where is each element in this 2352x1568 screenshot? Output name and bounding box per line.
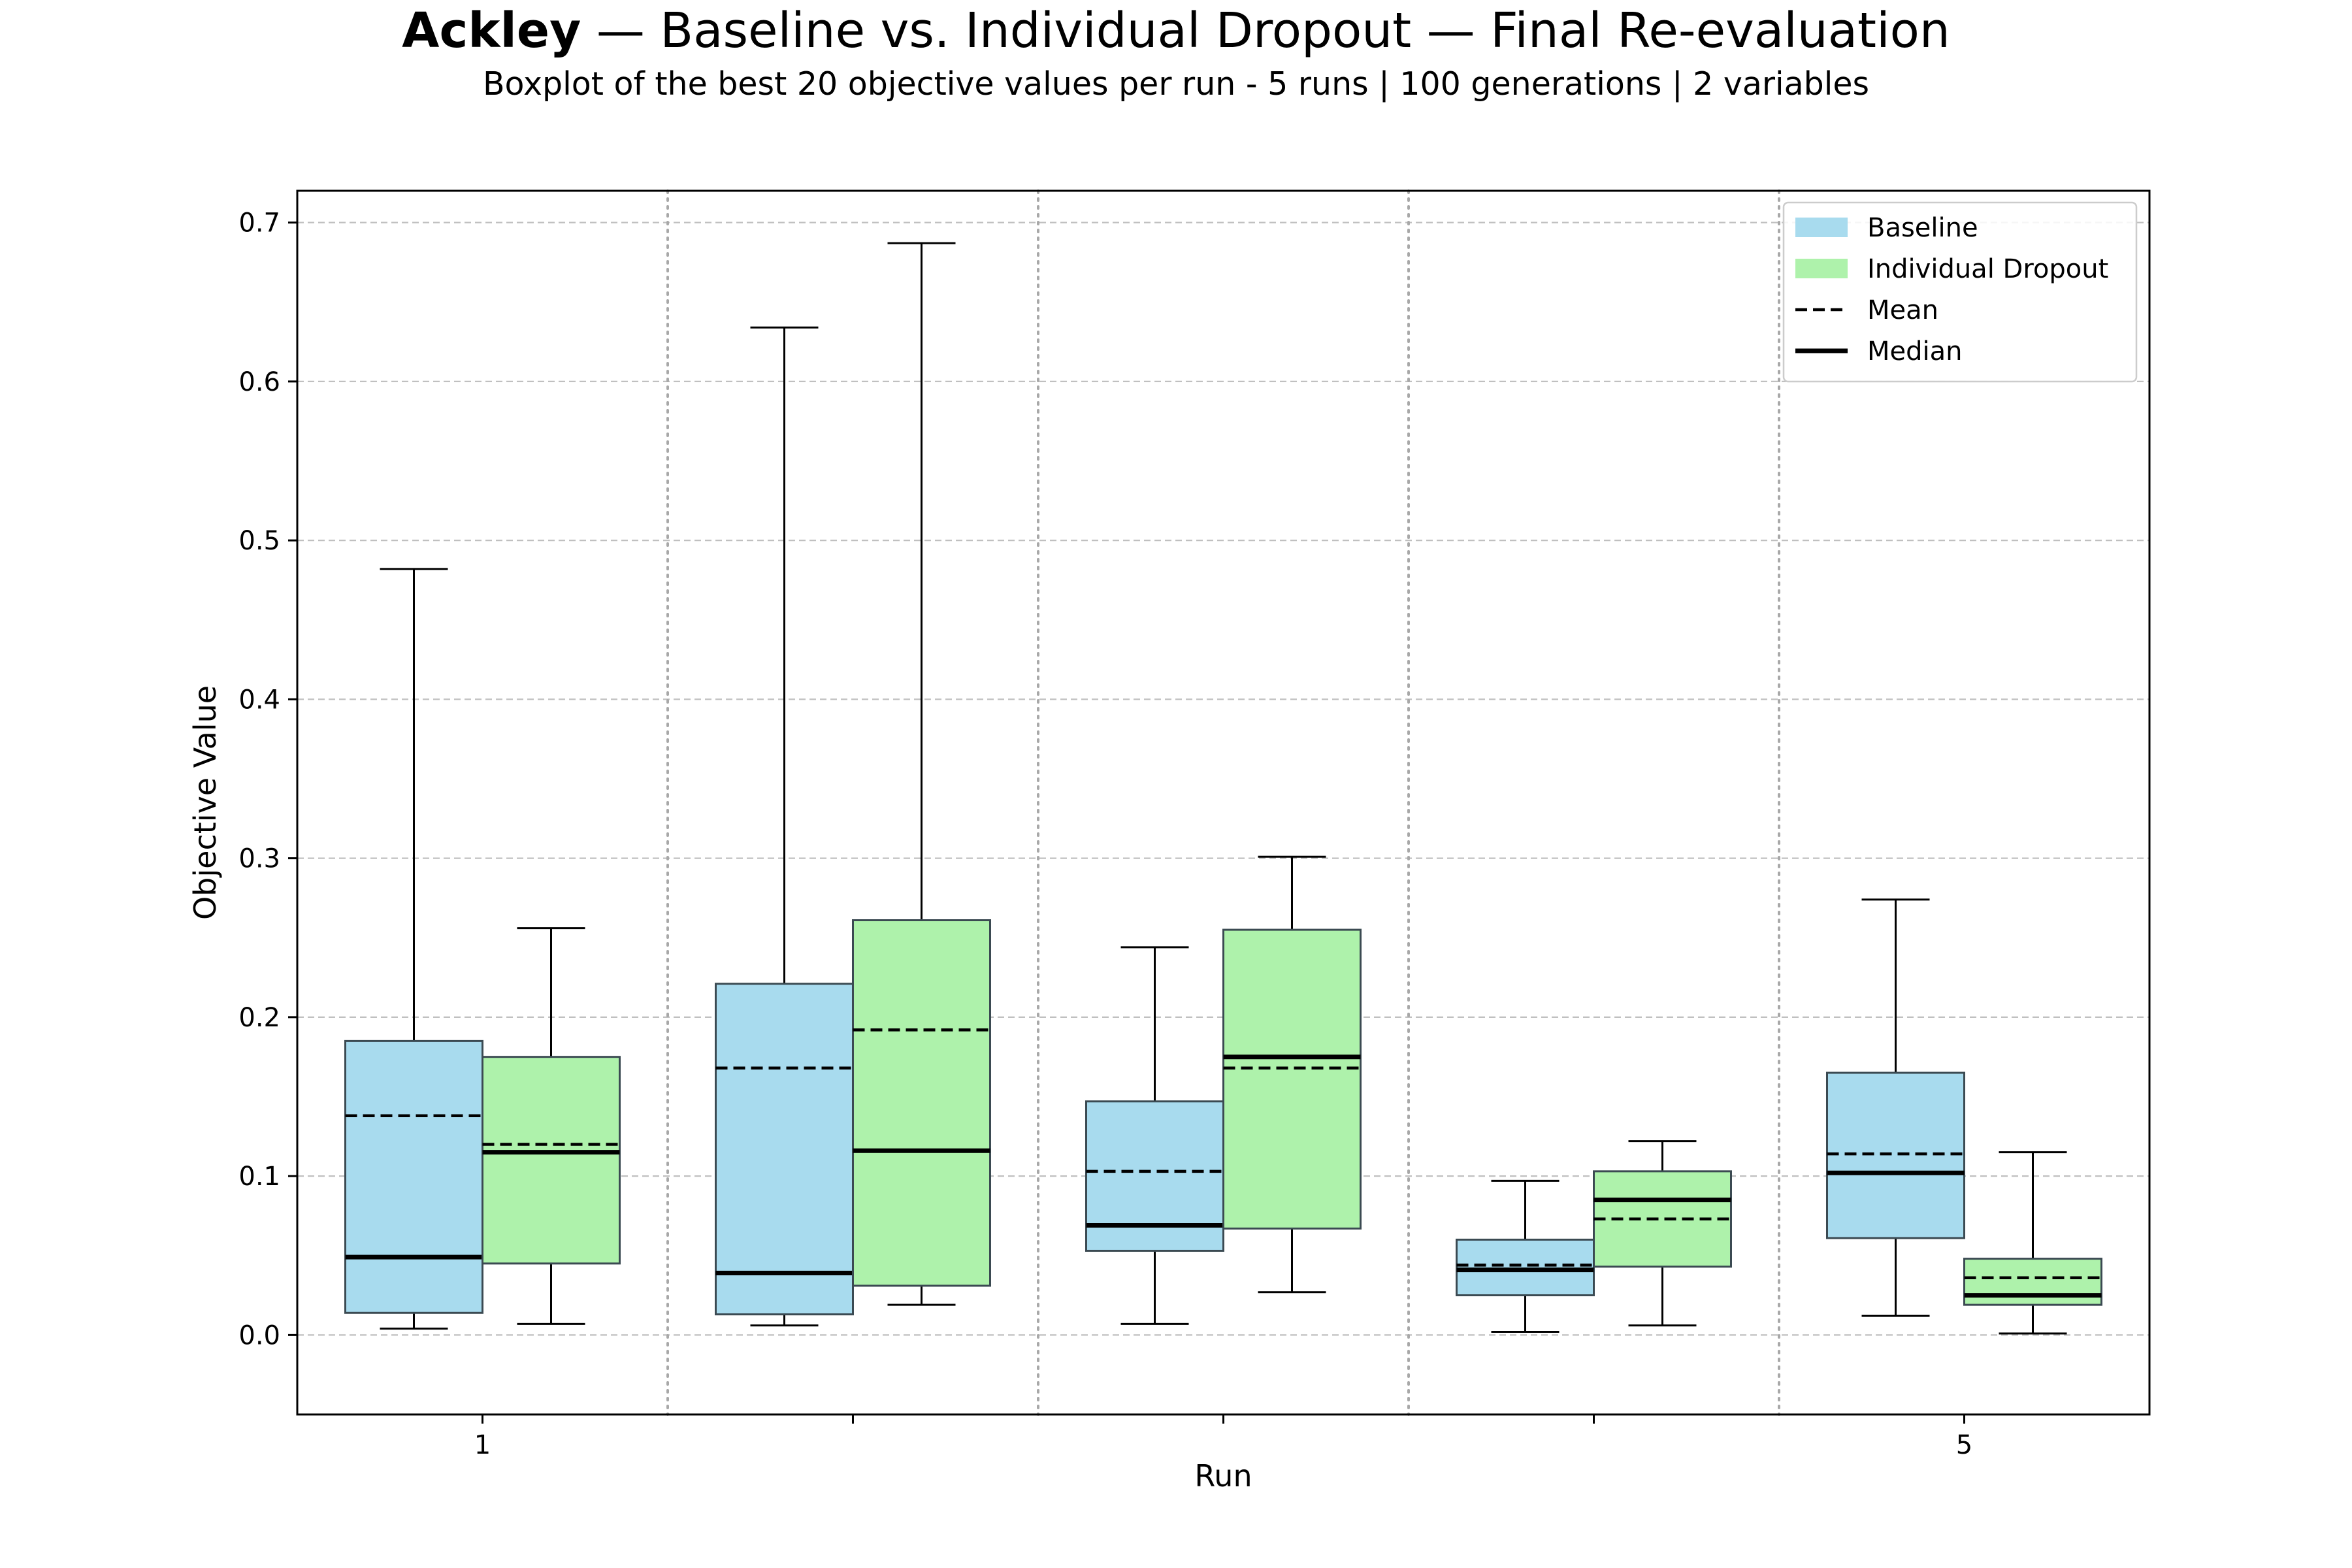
box-iqr	[1826, 1071, 1965, 1239]
y-axis-label: Objective Value	[188, 685, 223, 920]
y-tick-label: 0.3	[238, 844, 280, 874]
y-tick-label: 0.6	[238, 367, 280, 397]
legend-label: Median	[1867, 336, 1963, 367]
chart-title-rest: — Baseline vs. Individual Dropout — Fina…	[581, 3, 1950, 59]
box-iqr	[1963, 1258, 2102, 1306]
y-tick-label: 0.7	[238, 208, 280, 238]
y-tick-label: 0.4	[238, 685, 280, 715]
chart-subtitle: Boxplot of the best 20 objective values …	[482, 65, 1870, 103]
legend-frame	[1782, 201, 2138, 383]
box-iqr	[482, 1056, 621, 1265]
x-tick-label: 5	[1956, 1430, 1972, 1460]
legend-label: Individual Dropout	[1867, 254, 2108, 284]
chart-title: Ackley — Baseline vs. Individual Dropout…	[0, 1, 2352, 60]
axes-layer: 0.0 0.1 0.2 0.3 0.4 0.5 0.6 0.7 1 5 Run Objective V…	[188, 189, 2151, 1494]
box-iqr	[344, 1039, 483, 1314]
chart-title-bold: Ackley	[402, 3, 581, 59]
legend: Baseline Individual Dropout Mean Median	[1782, 201, 2138, 383]
box-iqr	[852, 919, 991, 1287]
box-iqr	[715, 983, 854, 1316]
title-block: Ackley — Baseline vs. Individual Dropout…	[0, 0, 2352, 103]
x-tick-label: 1	[474, 1430, 491, 1460]
legend-swatch	[1795, 259, 1848, 278]
y-tick-label: 0.0	[238, 1320, 280, 1350]
y-tick-label: 0.2	[238, 1003, 280, 1033]
legend-label: Baseline	[1867, 213, 1978, 243]
y-tick-label: 0.5	[238, 526, 280, 556]
box-iqr	[1085, 1100, 1224, 1252]
legend-swatch	[1795, 218, 1848, 237]
y-tick-label: 0.1	[238, 1162, 280, 1192]
legend-label: Mean	[1867, 295, 1938, 325]
x-axis-label: Run	[1194, 1458, 1252, 1494]
box-iqr	[1456, 1238, 1595, 1297]
box-iqr	[1222, 928, 1362, 1230]
box-layer	[344, 242, 2102, 1335]
